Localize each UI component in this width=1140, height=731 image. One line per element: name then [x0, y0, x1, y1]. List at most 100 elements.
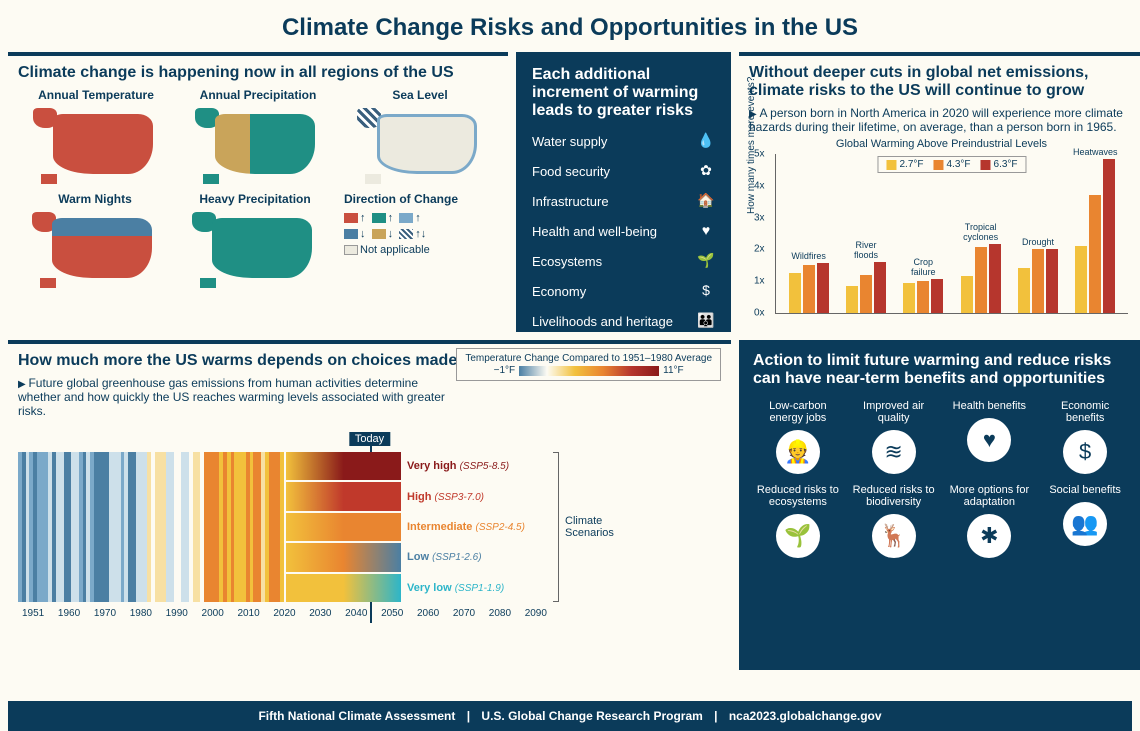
risk-economy: Economy$ — [532, 276, 715, 306]
bar — [903, 283, 915, 313]
risk-food-security: Food security✿ — [532, 156, 715, 186]
bar-chart: How many times more events? 2.7°F4.3°F6.… — [775, 154, 1128, 314]
page-title: Climate Change Risks and Opportunities i… — [0, 0, 1140, 52]
temp-gradient — [519, 366, 659, 376]
risk-ecosystems: Ecosystems🌱 — [532, 246, 715, 276]
x-tick: 1951 — [22, 608, 44, 619]
benefit-icon: ♥ — [967, 418, 1011, 462]
bar — [874, 262, 886, 313]
bar — [989, 244, 1001, 313]
y-axis-label: How many times more events? — [746, 76, 757, 213]
y-tick: 5x — [754, 149, 765, 160]
panel3-title: Without deeper cuts in global net emissi… — [749, 64, 1134, 100]
bar — [975, 247, 987, 313]
bar-group-river-floods: Riverfloods — [846, 262, 886, 313]
risk-icon: 💧 — [697, 132, 715, 150]
x-tick: 1980 — [130, 608, 152, 619]
risk-icon: ♥ — [697, 222, 715, 240]
panel4-lead: Future global greenhouse gas emissions f… — [18, 376, 448, 418]
map-warm-nights: Warm Nights — [18, 192, 172, 290]
x-tick: 1960 — [58, 608, 80, 619]
scenario-very-high: Very high (SSP5-8.5) — [286, 452, 552, 480]
x-tick: 1990 — [166, 608, 188, 619]
bar — [1075, 246, 1087, 313]
panel-scenarios: How much more the US warms depends on ch… — [8, 340, 731, 670]
footer-b: U.S. Global Change Research Program — [473, 709, 710, 723]
x-tick: 1970 — [94, 608, 116, 619]
benefit-icon: 🦌 — [872, 514, 916, 558]
risk-icon: 👪 — [697, 312, 715, 330]
risk-icon: 🏠 — [697, 192, 715, 210]
bar — [961, 276, 973, 313]
benefit-label: More options for adaptation — [945, 484, 1035, 508]
x-tick: 2070 — [453, 608, 475, 619]
scenario-low: Low (SSP1-2.6) — [286, 543, 552, 571]
benefit-icon: 👷 — [776, 430, 820, 474]
benefit-label: Low-carbon energy jobs — [753, 400, 843, 424]
risk-icon: ✿ — [697, 162, 715, 180]
temp-legend: Temperature Change Compared to 1951–1980… — [456, 348, 721, 381]
benefit-icon: $ — [1063, 430, 1107, 474]
benefit-improved-air-quality: Improved air quality ≋ — [849, 400, 939, 474]
bar-group-label: Riverfloods — [854, 240, 878, 260]
risk-livelihoods-and-heritage: Livelihoods and heritage👪 — [532, 306, 715, 336]
bar-group-wildfires: Wildfires — [789, 263, 829, 313]
risk-icon: 🌱 — [697, 252, 715, 270]
temp-max: 11°F — [663, 365, 684, 376]
x-tick: 2000 — [202, 608, 224, 619]
benefit-icon: ≋ — [872, 430, 916, 474]
x-tick: 2030 — [309, 608, 331, 619]
x-tick: 2020 — [273, 608, 295, 619]
x-tick: 2040 — [345, 608, 367, 619]
risk-health-and-well-being: Health and well-being♥ — [532, 216, 715, 246]
benefit-icon: 🌱 — [776, 514, 820, 558]
y-tick: 3x — [754, 212, 765, 223]
footer-a: Fifth National Climate Assessment — [250, 709, 463, 723]
benefit-label: Reduced risks to biodiversity — [849, 484, 939, 508]
bar — [789, 273, 801, 313]
scenario-intermediate: Intermediate (SSP2-4.5) — [286, 513, 552, 541]
y-tick: 2x — [754, 244, 765, 255]
panel-increment-risks: Each additional increment of warming lea… — [516, 52, 731, 332]
benefit-low-carbon-energy-jobs: Low-carbon energy jobs 👷 — [753, 400, 843, 474]
benefit-label: Reduced risks to ecosystems — [753, 484, 843, 508]
y-tick: 4x — [754, 180, 765, 191]
panel-regions: Climate change is happening now in all r… — [8, 52, 508, 332]
bar-group-label: Heatwaves — [1073, 147, 1118, 157]
bar-group-label: Wildfires — [791, 251, 826, 261]
x-tick: 2010 — [237, 608, 259, 619]
direction-legend: Direction of Change↑ ↑ ↑↓ ↓ ↑↓Not applic… — [338, 192, 498, 290]
bar-group-drought: Drought — [1018, 249, 1058, 313]
warming-stripes: Climate Scenarios Very high (SSP5-8.5) H… — [18, 452, 551, 602]
main-grid: Climate change is happening now in all r… — [0, 52, 1140, 670]
benefit-social-benefits: Social benefits 👥 — [1040, 484, 1130, 558]
panel5-title: Action to limit future warming and reduc… — [753, 352, 1130, 388]
bar — [1046, 249, 1058, 313]
bar — [803, 265, 815, 313]
bar — [817, 263, 829, 313]
bar — [846, 286, 858, 313]
x-tick: 2050 — [381, 608, 403, 619]
bar-group-tropical-cyclones: Tropicalcyclones — [961, 244, 1001, 313]
benefit-label: Social benefits — [1040, 484, 1130, 496]
benefit-health-benefits: Health benefits ♥ — [945, 400, 1035, 474]
x-tick: 2080 — [489, 608, 511, 619]
bar — [860, 275, 872, 313]
map-sea-level: Sea Level — [342, 88, 498, 186]
scenario-high: High (SSP3-7.0) — [286, 482, 552, 510]
x-tick: 2090 — [525, 608, 547, 619]
benefit-economic-benefits: Economic benefits $ — [1040, 400, 1130, 474]
panel3-lead: A person born in North America in 2020 w… — [749, 106, 1134, 134]
y-tick: 1x — [754, 276, 765, 287]
footer: Fifth National Climate Assessment | U.S.… — [8, 701, 1132, 731]
today-label: Today — [349, 432, 390, 446]
x-axis: 1951 1960 1970 1980 1990 2000 2010 2020 2030 2040… — [18, 608, 551, 619]
panel2-title: Each additional increment of warming lea… — [532, 66, 715, 120]
panel-benefits: Action to limit future warming and reduc… — [739, 340, 1140, 670]
bar — [1018, 268, 1030, 313]
temp-legend-title: Temperature Change Compared to 1951–1980… — [465, 353, 712, 364]
map-annual-precipitation: Annual Precipitation — [180, 88, 336, 186]
benefit-label: Economic benefits — [1040, 400, 1130, 424]
benefit-reduced-risks-to-ecosystems: Reduced risks to ecosystems 🌱 — [753, 484, 843, 558]
bar — [1089, 195, 1101, 313]
